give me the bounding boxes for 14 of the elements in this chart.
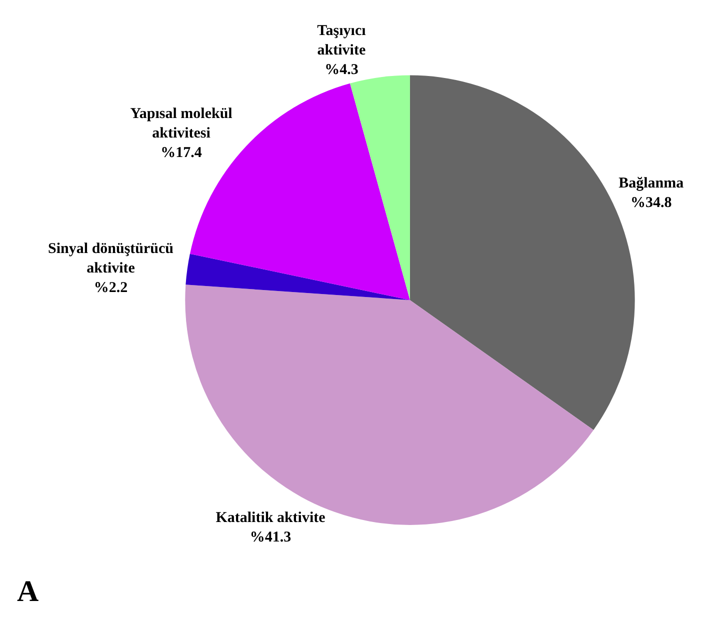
data-label: %34.8 [630,194,672,211]
slice-label: Sinyal dönüştürücü aktivite [48,241,174,277]
data-label: %17.4 [160,144,202,161]
slice-label: Bağlanma [618,175,684,192]
data-label: %4.3 [324,62,358,78]
text: A [17,575,39,608]
slice-label: Taşıyıcı aktivite [317,22,366,58]
pie-slice [350,75,410,300]
pie-slice [186,254,410,300]
slice-label: Yapısal molekül aktivitesi [130,106,232,142]
pie-slice [186,284,594,525]
data-label: %41.3 [250,529,292,546]
data-label: %2.2 [94,280,128,296]
slice-label: Katalitik aktivite [216,510,326,526]
